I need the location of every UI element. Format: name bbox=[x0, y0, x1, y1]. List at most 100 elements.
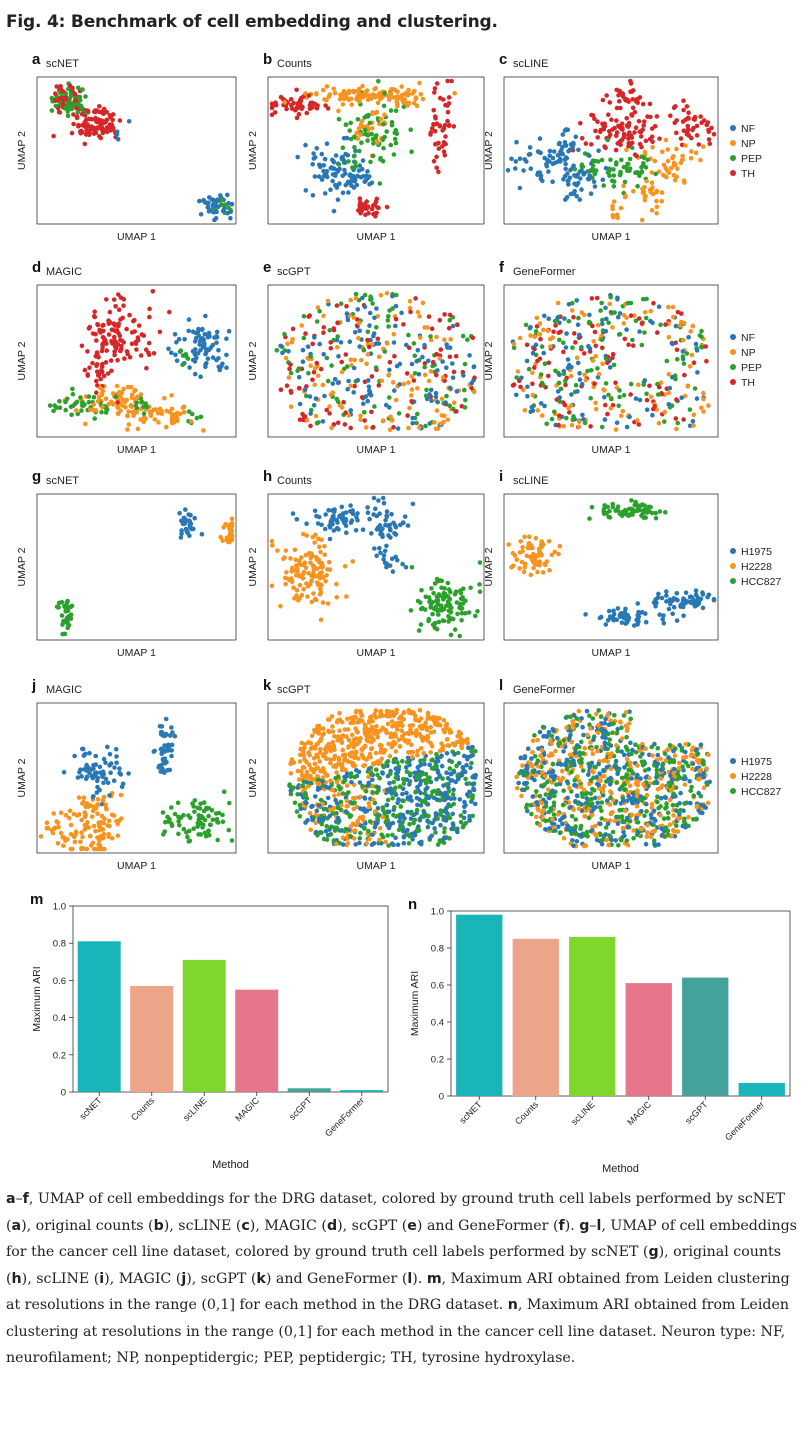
scatter-point bbox=[327, 536, 333, 542]
scatter-point bbox=[362, 90, 368, 96]
scatter-point bbox=[400, 791, 405, 797]
scatter-point bbox=[356, 86, 362, 92]
scatter-point bbox=[540, 570, 546, 575]
scatter-point bbox=[284, 570, 289, 575]
scatter-point bbox=[129, 395, 135, 401]
scatter-point bbox=[351, 365, 357, 371]
scatter-point bbox=[92, 416, 97, 421]
scatter-point bbox=[432, 129, 438, 134]
scatter-point bbox=[628, 89, 633, 94]
scatter-point bbox=[457, 797, 463, 802]
scatter-point bbox=[323, 828, 329, 834]
scatter-point bbox=[50, 830, 56, 836]
scatter-point bbox=[401, 829, 406, 834]
scatter-point bbox=[506, 542, 512, 547]
scatter-point bbox=[432, 114, 438, 119]
scatter-point bbox=[317, 341, 323, 347]
scatter-point bbox=[151, 351, 157, 356]
scatter-point bbox=[91, 794, 96, 799]
scatter-point bbox=[450, 811, 456, 817]
scatter-point bbox=[393, 108, 399, 113]
scatter-point bbox=[560, 768, 565, 774]
scatter-point bbox=[618, 125, 623, 131]
scatter-point bbox=[324, 824, 330, 829]
y-axis-label: UMAP 2 bbox=[16, 758, 28, 797]
scatter-point bbox=[308, 407, 314, 413]
scatter-point bbox=[673, 323, 679, 329]
scatter-point bbox=[76, 85, 81, 91]
scatter-point bbox=[458, 773, 464, 779]
scatter-point bbox=[384, 204, 390, 210]
scatter-point bbox=[414, 103, 420, 109]
scatter-point bbox=[355, 307, 361, 312]
scatter-point bbox=[402, 97, 408, 102]
scatter-point bbox=[420, 354, 425, 360]
scatter-point bbox=[299, 555, 304, 560]
scatter-point bbox=[370, 342, 375, 347]
scatter-point bbox=[69, 412, 74, 418]
scatter-point bbox=[127, 312, 132, 318]
scatter-point bbox=[617, 388, 622, 393]
scatter-point bbox=[64, 600, 70, 606]
scatter-point bbox=[342, 774, 347, 780]
scatter-point bbox=[386, 741, 391, 747]
scatter-point bbox=[342, 167, 347, 173]
scatter-point bbox=[434, 165, 440, 171]
scatter-point bbox=[367, 819, 373, 824]
scatter-point bbox=[647, 187, 653, 193]
scatter-point bbox=[357, 344, 363, 349]
scatter-point bbox=[569, 814, 575, 819]
scatter-point bbox=[590, 158, 596, 164]
scatter-point bbox=[524, 358, 530, 364]
scatter-point bbox=[330, 788, 336, 793]
scatter-point bbox=[638, 134, 644, 139]
scatter-point bbox=[411, 100, 417, 106]
scatter-point bbox=[384, 290, 390, 296]
scatter-point bbox=[318, 736, 324, 741]
scatter-point bbox=[350, 763, 356, 769]
scatter-point bbox=[380, 834, 386, 840]
scatter-point bbox=[352, 153, 357, 159]
scatter-point bbox=[134, 406, 140, 411]
scatter-point bbox=[465, 741, 471, 746]
scatter-point bbox=[585, 368, 590, 374]
scatter-point bbox=[147, 314, 152, 320]
scatter-point bbox=[528, 572, 534, 578]
scatter-point bbox=[38, 834, 44, 839]
scatter-point bbox=[349, 779, 354, 785]
scatter-point bbox=[448, 771, 453, 777]
scatter-point bbox=[172, 733, 178, 739]
scatter-point bbox=[99, 364, 105, 370]
scatter-point bbox=[318, 549, 323, 555]
scatter-point bbox=[438, 812, 443, 817]
scatter-point bbox=[614, 420, 620, 426]
scatter-point bbox=[141, 333, 147, 338]
scatter-point bbox=[91, 823, 97, 829]
panel-letter: e bbox=[263, 259, 271, 276]
scatter-point bbox=[547, 148, 553, 154]
scatter-point bbox=[106, 401, 111, 407]
scatter-point bbox=[91, 407, 96, 413]
scatter-point bbox=[207, 822, 213, 827]
scatter-point bbox=[579, 136, 585, 141]
scatter-points bbox=[505, 78, 717, 223]
scatter-point bbox=[168, 733, 173, 738]
scatter-point bbox=[670, 611, 675, 617]
scatter-point bbox=[121, 303, 126, 309]
scatter-point bbox=[370, 790, 375, 795]
scatter-point bbox=[686, 116, 691, 121]
scatter-point bbox=[400, 812, 406, 818]
scatter-point bbox=[283, 355, 289, 361]
y-axis-label: UMAP 2 bbox=[483, 547, 495, 586]
scatter-point bbox=[550, 335, 556, 340]
scatter-point bbox=[533, 342, 539, 348]
scatter-point bbox=[451, 369, 457, 375]
scatter-point bbox=[688, 155, 694, 161]
scatter-point bbox=[346, 88, 352, 94]
scatter-point bbox=[86, 825, 92, 830]
scatter-point bbox=[532, 346, 537, 352]
scatter-point bbox=[331, 516, 337, 521]
scatter-point bbox=[639, 144, 644, 150]
scatter-point bbox=[390, 293, 395, 299]
scatter-point bbox=[377, 742, 383, 748]
